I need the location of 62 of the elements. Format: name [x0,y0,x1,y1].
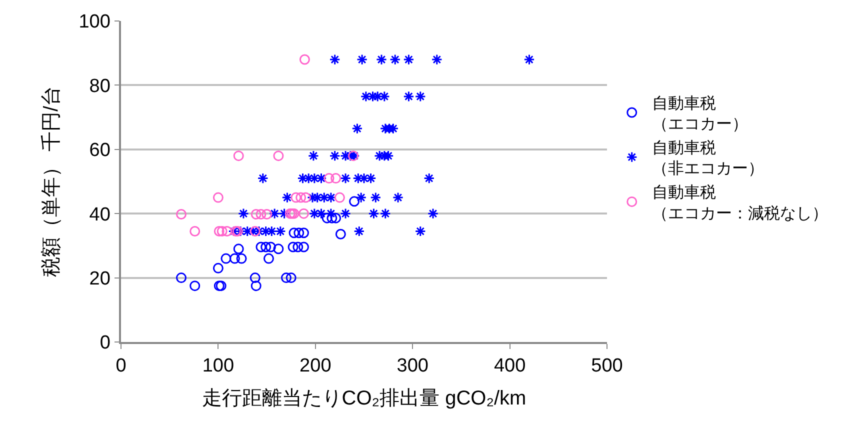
legend-label: 自動車税（エコカー：減税なし） [652,184,828,222]
point [330,212,342,224]
x-tick-label: 500 [591,356,623,377]
point [288,242,298,252]
point [256,208,266,220]
point [260,242,272,252]
legend-label: 自動車税（エコカー） [652,94,748,134]
point [233,150,244,162]
point [216,226,228,237]
point [190,226,200,237]
point [190,280,200,292]
point [334,192,345,203]
point [222,226,232,237]
y-tick-label: 0 [100,332,110,354]
x-tick-label: 300 [396,356,428,377]
y-tick-label: 80 [89,76,110,97]
x-tick-label: 0 [116,356,126,377]
point [324,173,334,184]
point [290,192,302,203]
point [214,226,224,237]
x-tick-label: 100 [202,356,234,377]
point [299,54,310,65]
point [256,242,266,252]
point [220,253,232,264]
x-tick-label: 400 [494,356,526,377]
point [294,228,304,238]
point [262,208,272,220]
point [280,272,292,284]
point [298,242,309,252]
point [176,208,187,220]
point [273,150,284,162]
point [335,228,346,240]
point [229,253,240,264]
point [250,280,262,292]
point [250,208,262,220]
point [330,173,342,184]
point [273,244,284,254]
y-tick-label: 100 [78,12,110,33]
point [176,272,187,284]
point [288,228,300,238]
point [250,272,260,284]
y-tick-label: 60 [89,140,110,162]
point [236,253,247,264]
point [300,192,311,203]
point [212,262,224,274]
point [292,242,304,252]
point [298,228,309,238]
y-tick-label: 40 [89,204,110,226]
point [265,242,276,252]
point [322,212,332,224]
point [296,192,306,203]
y-axis-title: 税額（単年） 千円/台 [40,86,63,278]
x-tick-label: 200 [300,356,332,377]
point [298,208,309,219]
x-axis-title: 走行距離当たりCO₂排出量 gCO₂/km [202,388,526,410]
point [263,253,274,264]
point [286,272,296,284]
point [212,192,224,203]
y-tick-label: 20 [89,268,110,290]
point [233,244,244,254]
legend-label: 自動車税（非エコカー） [652,138,764,178]
point [349,196,360,207]
